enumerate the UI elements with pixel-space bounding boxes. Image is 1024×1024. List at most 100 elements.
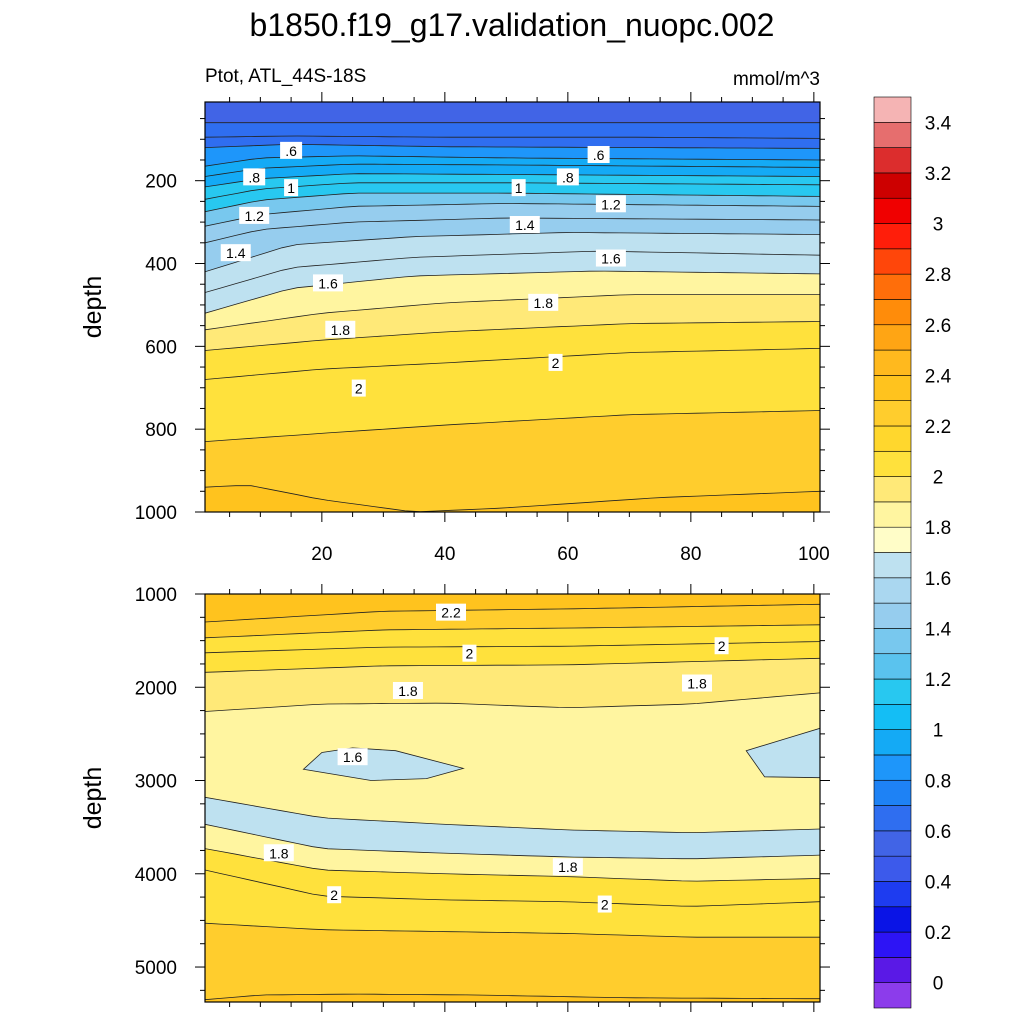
contour-label: 1 (284, 179, 299, 197)
colorbar-box (873, 957, 912, 983)
colorbar-label: 2.8 (925, 265, 951, 286)
x-tick-label: 20 (311, 544, 332, 565)
colorbar: 0 0.2 0.4 0.6 0.8 1 1.2 1.4 1.6 1.8 2 2.2 2.4 2.6 2.8 3… (873, 96, 952, 1009)
contour-line (205, 657, 820, 673)
closed-contour-region (745, 727, 820, 779)
contour-label-text: 1.8 (558, 859, 578, 875)
colorbar-label: 2.6 (925, 316, 951, 337)
contour-label-text: 1.8 (269, 845, 289, 861)
colorbar-box (873, 805, 912, 832)
colorbar-label: 0 (933, 974, 944, 995)
colorbar-label: 0.6 (925, 822, 951, 843)
contour-label: 2 (462, 644, 477, 662)
contour-label: 2.2 (436, 603, 466, 621)
contour-label-text: 2 (330, 887, 338, 903)
colorbar-label: 1.4 (925, 619, 952, 640)
contour-label-text: .6 (593, 147, 605, 163)
contour-line (205, 993, 820, 1001)
band-fill (205, 485, 820, 512)
colorbar-label: 2 (933, 468, 944, 489)
colorbar-label: 2.4 (925, 366, 952, 387)
contour-label: 1.8 (528, 293, 559, 311)
colorbar-box (873, 147, 912, 174)
x-tick-label: 40 (434, 544, 455, 565)
band-fill (205, 923, 820, 1002)
contour-label-text: 1.8 (687, 676, 707, 692)
contour-line (205, 410, 820, 442)
contour-line (205, 603, 820, 623)
colorbar-box (873, 906, 912, 933)
plot-frame (204, 593, 821, 1003)
chart-subtitle-left: Ptot, ATL_44S-18S (205, 66, 366, 87)
contour-label: .8 (243, 168, 266, 186)
contour-line (205, 163, 820, 177)
colorbar-box (873, 248, 912, 275)
contour-label: .6 (280, 141, 303, 159)
colorbar-box (873, 324, 912, 351)
contour-label-text: .6 (285, 143, 297, 159)
colorbar-box (873, 476, 912, 503)
contour-line (205, 250, 820, 293)
contour-line (205, 270, 820, 314)
colorbar-box (873, 754, 912, 781)
contour-label-text: 2 (601, 897, 609, 913)
contour-line (205, 143, 820, 149)
contour-label: .6 (587, 146, 610, 164)
colorbar-box (873, 299, 912, 326)
contour-label: 2 (548, 353, 563, 371)
contour-label: 1.6 (313, 274, 343, 292)
contour-label: 1.8 (263, 844, 294, 862)
y-tick-label: 800 (145, 420, 177, 441)
contour-line (205, 692, 820, 712)
contour-label-text: 2.2 (441, 605, 461, 621)
colorbar-box (873, 400, 912, 427)
chart-subtitle-right: mmol/m^3 (733, 69, 820, 90)
colorbar-box (873, 552, 912, 579)
y-tick-label: 2000 (135, 678, 177, 699)
contour-line (205, 796, 820, 834)
colorbar-box (873, 602, 912, 629)
contour-label: 1 (511, 179, 526, 197)
contour-label: 1.8 (392, 681, 423, 699)
colorbar-box (873, 577, 912, 604)
y-tick-label: 1000 (135, 585, 177, 606)
contour-label: 1.4 (509, 216, 540, 233)
contour-label-text: 1.8 (534, 295, 554, 311)
contour-line (205, 348, 820, 380)
contour-label-text: 2 (552, 355, 560, 371)
colorbar-box (873, 678, 912, 705)
colorbar-box (873, 526, 912, 553)
contour-label: 1.8 (682, 674, 712, 692)
y-tick-label: 600 (145, 337, 177, 358)
contour-line (205, 321, 820, 351)
contour-line (205, 232, 820, 273)
chart-title: b1850.f19_g17.validation_nuopc.002 (250, 7, 775, 43)
y-tick-label: 1000 (135, 503, 177, 524)
colorbar-label: 3.2 (925, 164, 951, 185)
contour-line (205, 135, 820, 139)
colorbar-box (873, 501, 912, 528)
colorbar-box (873, 830, 912, 857)
contour-line (205, 155, 820, 167)
contour-line (205, 848, 820, 882)
colorbar-box (873, 223, 912, 250)
colorbar-label: 0.2 (925, 923, 951, 944)
colorbar-box (873, 729, 912, 756)
colorbar-box (873, 881, 912, 908)
contour-label-text: 1.2 (601, 196, 621, 212)
colorbar-box (873, 931, 912, 958)
contour-label: 2 (714, 637, 729, 655)
colorbar-label: 3.4 (925, 113, 952, 134)
y-tick-label: 200 (145, 172, 177, 193)
contour-label-text: 1.6 (601, 251, 621, 267)
contour-line (205, 203, 820, 227)
colorbar-box (873, 653, 912, 680)
x-tick-label: 80 (680, 544, 701, 565)
contour-line (205, 485, 820, 512)
contour-line (205, 869, 820, 907)
contour-label: 2 (351, 379, 366, 397)
contour-label-text: 1.6 (343, 749, 363, 765)
y-tick-label: 400 (145, 255, 177, 276)
contour-label-text: 1.4 (226, 245, 246, 261)
contour-line (205, 823, 820, 860)
